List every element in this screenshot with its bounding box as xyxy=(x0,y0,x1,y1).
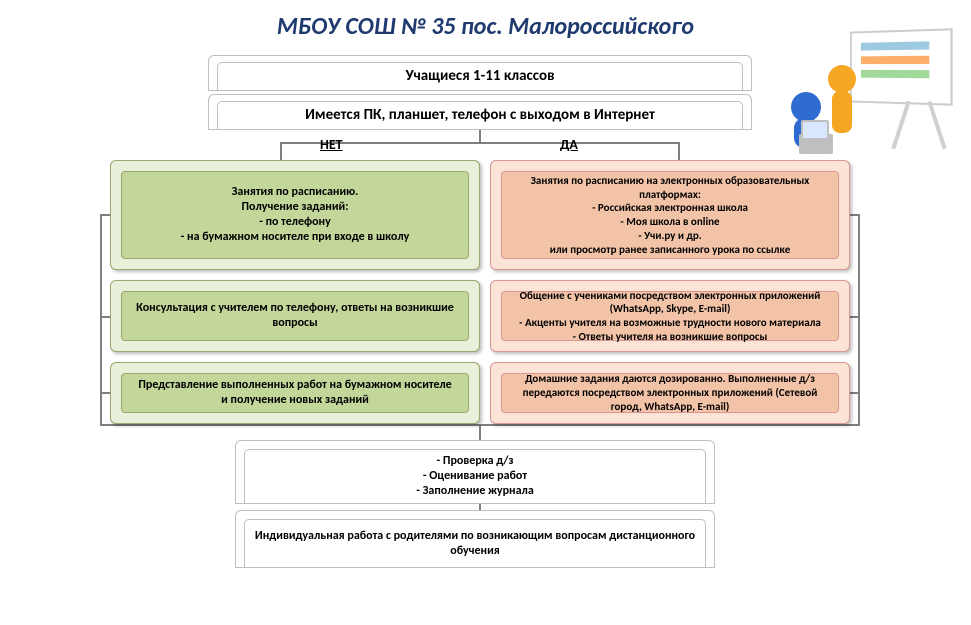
tab-students: Учащиеся 1-11 классов xyxy=(208,55,752,91)
box-left-2: Консультация с учителем по телефону, отв… xyxy=(110,280,480,352)
page-title: МБОУ СОШ № 35 пос. Малороссийского xyxy=(0,12,971,41)
box-footer-1-text: - Проверка д/з - Оценивание работ - Запо… xyxy=(416,454,534,499)
box-right-1: Занятия по расписанию на электронных обр… xyxy=(490,160,850,270)
box-right-3: Домашние задания даются дозированно. Вып… xyxy=(490,362,850,424)
box-right-2-text: Общение с учениками посредством электрон… xyxy=(514,289,826,344)
tab-device-question: Имеется ПК, планшет, телефон с выходом в… xyxy=(208,94,752,130)
connector xyxy=(100,316,110,318)
box-left-1-text: Занятия по расписанию. Получение заданий… xyxy=(181,185,410,245)
connector xyxy=(678,142,680,160)
branch-label-no: НЕТ xyxy=(320,136,343,153)
box-footer-2-text: Индивидуальная работа с родителями по во… xyxy=(253,529,697,559)
box-footer-1: - Проверка д/з - Оценивание работ - Запо… xyxy=(235,440,715,504)
box-footer-2: Индивидуальная работа с родителями по во… xyxy=(235,510,715,568)
tab-students-label: Учащиеся 1-11 классов xyxy=(405,67,554,86)
branch-label-yes: ДА xyxy=(560,136,578,153)
connector xyxy=(850,214,860,216)
connector xyxy=(850,316,860,318)
box-left-2-text: Консультация с учителем по телефону, отв… xyxy=(134,301,456,331)
clipart-illustration xyxy=(771,30,951,160)
box-left-3-text: Представление выполненных работ на бумаж… xyxy=(134,378,456,408)
connector xyxy=(280,142,282,160)
box-left-1: Занятия по расписанию. Получение заданий… xyxy=(110,160,480,270)
connector xyxy=(479,424,481,440)
connector xyxy=(100,392,110,394)
box-right-1-text: Занятия по расписанию на электронных обр… xyxy=(514,174,826,257)
box-left-3: Представление выполненных работ на бумаж… xyxy=(110,362,480,424)
box-right-2: Общение с учениками посредством электрон… xyxy=(490,280,850,352)
connector xyxy=(100,214,110,216)
connector xyxy=(850,392,860,394)
tab-device-label: Имеется ПК, планшет, телефон с выходом в… xyxy=(305,106,655,125)
box-right-3-text: Домашние задания даются дозированно. Вып… xyxy=(514,372,826,413)
diagram-canvas: { "title": "МБОУ СОШ № 35 пос. Малоросси… xyxy=(0,0,971,625)
connector xyxy=(479,128,481,142)
